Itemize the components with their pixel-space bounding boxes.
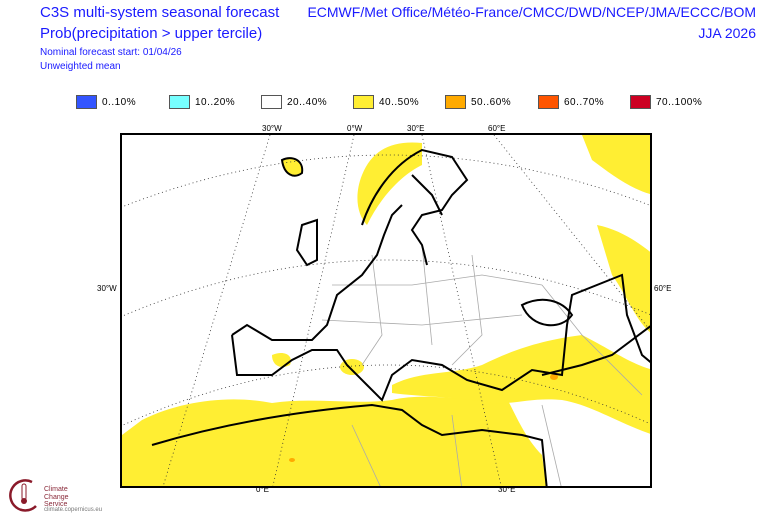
title: C3S multi-system seasonal forecast (40, 4, 280, 21)
legend-label: 60..70% (564, 96, 605, 108)
legend-item: 20..40% (261, 95, 327, 109)
legend-label: 40..50% (379, 96, 420, 108)
legend-item: 0..10% (76, 95, 136, 109)
logo-line2: Change Service (44, 494, 69, 508)
medium-prob-spot (550, 374, 558, 380)
graticule (122, 135, 650, 486)
centres: ECMWF/Met Office/Météo-France/CMCC/DWD/N… (307, 4, 756, 20)
forecast-start: Nominal forecast start: 01/04/26 (40, 47, 182, 58)
legend-swatch (353, 95, 374, 109)
lon-label: 30°W (262, 124, 282, 133)
north-africa-high-prob (122, 390, 547, 486)
urals-high-prob (582, 135, 650, 194)
legend-swatch (169, 95, 190, 109)
legend-item: 70..100% (630, 95, 702, 109)
legend-swatch (630, 95, 651, 109)
lon-label: 60°E (488, 124, 506, 133)
legend-item: 60..70% (538, 95, 604, 109)
lat-label: 60°E (654, 284, 672, 293)
logo-url: climate.copernicus.eu (44, 507, 103, 513)
legend-label: 0..10% (102, 96, 137, 108)
mean-type: Unweighted mean (40, 61, 121, 72)
subtitle: Prob(precipitation > upper tercile) (40, 25, 263, 42)
legend-item: 10..20% (169, 95, 235, 109)
climate-logo-icon (9, 479, 37, 512)
iberia-high-prob (272, 353, 291, 367)
east-med-high-prob (392, 335, 650, 434)
legend-swatch (76, 95, 97, 109)
lon-label: 0°E (256, 485, 269, 494)
lon-label: 30°E (407, 124, 425, 133)
legend-label: 50..60% (471, 96, 512, 108)
legend-item: 50..60% (445, 95, 511, 109)
lat-label: 30°W (97, 284, 117, 293)
season: JJA 2026 (698, 25, 756, 41)
lon-label: 0°W (347, 124, 363, 133)
forecast-map (120, 133, 652, 488)
logo-line1: Climate (44, 486, 68, 493)
probability-fill (122, 135, 650, 486)
medium-prob-spot (289, 458, 295, 462)
scandinavia-high-prob (357, 142, 422, 225)
legend-label: 20..40% (287, 96, 328, 108)
legend-swatch (445, 95, 466, 109)
lon-label: 30°E (498, 485, 516, 494)
legend-label: 10..20% (195, 96, 236, 108)
legend-label: 70..100% (656, 96, 703, 108)
east-high-prob (597, 225, 650, 333)
legend-swatch (538, 95, 559, 109)
legend-item: 40..50% (353, 95, 419, 109)
coastlines (151, 148, 650, 486)
legend-swatch (261, 95, 282, 109)
copernicus-logo: Climate Change Service climate.copernicu… (6, 476, 102, 517)
